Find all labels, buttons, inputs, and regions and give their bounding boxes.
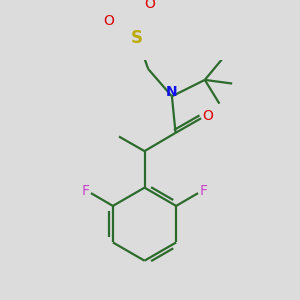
Text: F: F xyxy=(82,184,89,198)
Text: F: F xyxy=(200,184,208,198)
Text: N: N xyxy=(166,85,178,99)
Text: O: O xyxy=(202,110,213,123)
Text: S: S xyxy=(131,29,143,47)
Text: O: O xyxy=(103,14,114,28)
Text: O: O xyxy=(145,0,155,11)
